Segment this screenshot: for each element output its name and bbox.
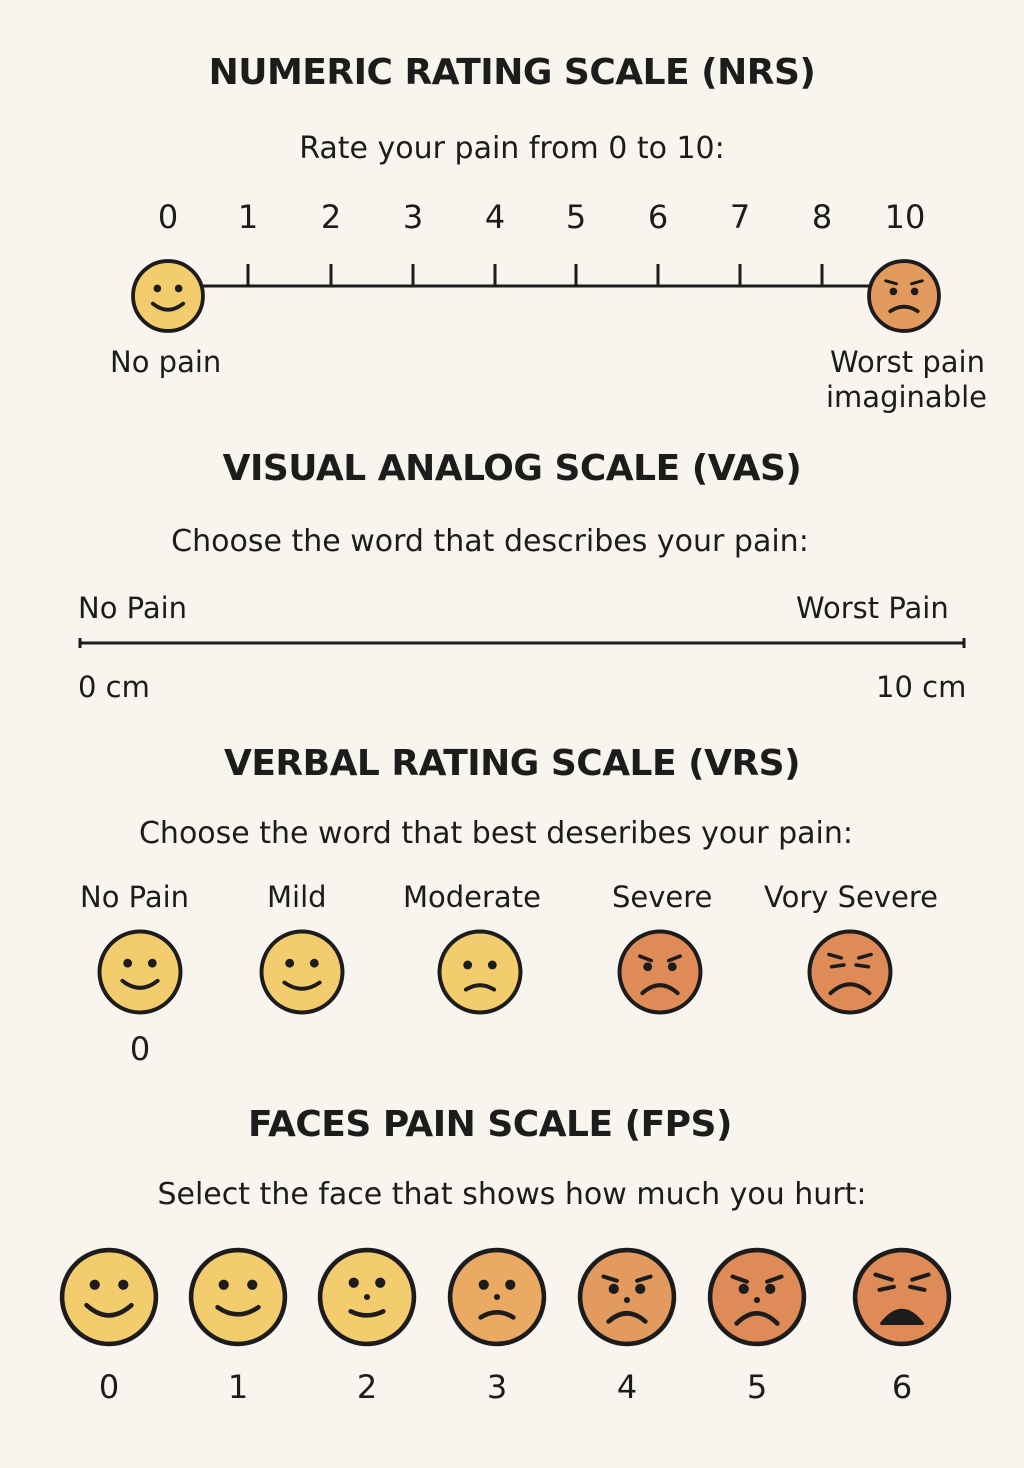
nrs-tick-label: 7 (729, 198, 751, 236)
crying-face-icon[interactable] (806, 928, 894, 1016)
vas-title: VISUAL ANALOG SCALE (VAS) (222, 448, 802, 489)
fps-face-value: 2 (356, 1368, 378, 1406)
nrs-right-label-line1: Worst pain (830, 345, 985, 379)
vrs-first-value: 0 (129, 1030, 151, 1068)
worried-face-icon[interactable] (866, 258, 942, 334)
vrs-prompt: Choose the word that best deseribes your… (138, 816, 854, 851)
nrs-tick-label: 8 (811, 198, 833, 236)
fps-title: FACES PAIN SCALE (FPS) (248, 1104, 732, 1145)
frowning-face-icon[interactable] (446, 1246, 548, 1348)
vrs-title: VERBAL RATING SCALE (VRS) (223, 743, 801, 784)
fps-face-value: 0 (98, 1368, 120, 1406)
nrs-tick-label: 6 (647, 198, 669, 236)
slight-smile-face-icon[interactable] (316, 1246, 418, 1348)
sad-face-icon[interactable] (706, 1246, 808, 1348)
nrs-tick-label: 2 (320, 198, 342, 236)
nrs-tick-label: 1 (237, 198, 259, 236)
vas-left-label: No Pain (78, 591, 188, 625)
frowning-face-icon[interactable] (436, 928, 524, 1016)
vas-left-value: 0 cm (78, 670, 150, 704)
vrs-option-label: Vory Severe (764, 880, 939, 914)
nrs-tick-label: 10 (884, 198, 926, 236)
happy-face-icon[interactable] (187, 1246, 289, 1348)
vas-right-label: Worst Pain (796, 591, 949, 625)
vrs-option-label: Severe (612, 880, 713, 914)
vrs-option-label: Mild (267, 880, 327, 914)
nrs-scale-line (200, 264, 870, 288)
nrs-prompt: Rate your pain from 0 to 10: (299, 131, 725, 166)
nrs-title: NUMERIC RATING SCALE (NRS) (208, 52, 816, 93)
smiling-face-icon[interactable] (130, 258, 206, 334)
nrs-tick-label: 4 (484, 198, 506, 236)
vrs-option-label: Moderate (403, 880, 541, 914)
vrs-option-label: No Pain (80, 880, 190, 914)
distressed-face-icon[interactable] (851, 1246, 953, 1348)
nrs-right-label-line2: imaginable (826, 380, 988, 414)
nrs-tick-label: 3 (402, 198, 424, 236)
fps-face-value: 4 (616, 1368, 638, 1406)
nrs-tick-label: 5 (565, 198, 587, 236)
smiling-face-icon[interactable] (258, 928, 346, 1016)
fps-face-value: 3 (486, 1368, 508, 1406)
fps-face-value: 6 (891, 1368, 913, 1406)
fps-face-value: 5 (746, 1368, 768, 1406)
nrs-tick-label: 0 (157, 198, 179, 236)
fps-prompt: Select the face that shows how much you … (157, 1177, 867, 1212)
nrs-left-label: No pain (110, 345, 222, 379)
sad-face-icon[interactable] (616, 928, 704, 1016)
sad-face-icon[interactable] (576, 1246, 678, 1348)
vas-prompt: Choose the word that describes your pain… (171, 524, 809, 559)
fps-face-value: 1 (227, 1368, 249, 1406)
vas-right-value: 10 cm (876, 670, 967, 704)
smiling-face-icon[interactable] (96, 928, 184, 1016)
happy-face-icon[interactable] (58, 1246, 160, 1348)
vas-scale-line[interactable] (0, 633, 1024, 653)
